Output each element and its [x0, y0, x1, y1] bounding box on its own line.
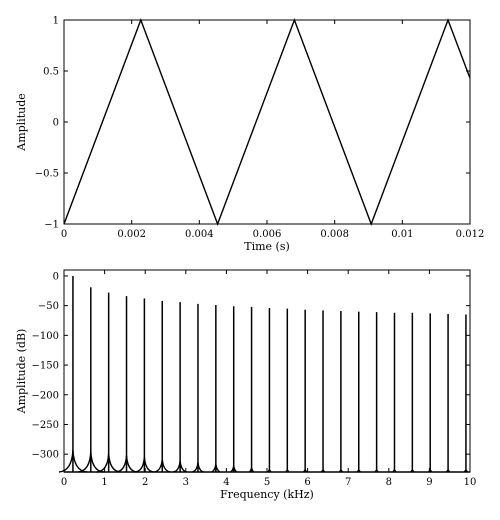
- x-tick-labels: 0 1 2 3 4 5 6 7 8 9 10: [61, 477, 477, 488]
- y-tick-label: 0: [53, 271, 59, 282]
- x-tick-label: 0.004: [185, 229, 214, 240]
- leakage-skirt: [249, 465, 255, 473]
- x-tick-label: 1: [101, 477, 107, 488]
- series-group: [63, 18, 471, 226]
- spectrum-plot: 0 1 2 3 4 5 6 7 8 9 10 0 −50 −100 −150 −200 −250 −300 Fr…: [15, 269, 477, 501]
- y-axis-label: Amplitude (dB): [15, 329, 28, 415]
- time-domain-plot: 0 0.002 0.004 0.006 0.008 0.01 0.012 −1 −0.5 0 0.…: [15, 16, 484, 254]
- plot-frame: [63, 269, 471, 473]
- tick-marks: [63, 270, 471, 472]
- y-tick-label: −100: [32, 331, 59, 342]
- y-tick-label: 1: [53, 16, 59, 27]
- x-axis-label: Frequency (kHz): [220, 488, 314, 501]
- x-tick-label: 2: [142, 477, 148, 488]
- leakage-skirt: [230, 466, 238, 473]
- y-tick-label: −0.5: [35, 169, 59, 180]
- x-tick-label: 4: [223, 477, 229, 488]
- y-tick-label: −50: [38, 301, 59, 312]
- leakage-skirt: [192, 462, 204, 473]
- x-tick-label: 8: [386, 477, 392, 488]
- leakage-skirt: [58, 449, 88, 473]
- leakage-skirt: [173, 460, 188, 473]
- x-tick-label: 6: [304, 477, 310, 488]
- y-tick-label: −1: [44, 220, 59, 231]
- x-tick-label: 9: [426, 477, 432, 488]
- y-tick-label: 0.5: [43, 67, 59, 78]
- x-tick-label: 0: [61, 229, 67, 240]
- y-tick-label: −300: [32, 450, 59, 461]
- x-tick-label: 3: [183, 477, 189, 488]
- x-tick-label: 10: [464, 477, 477, 488]
- x-tick-label: 0.012: [456, 229, 485, 240]
- leakage-skirt: [96, 453, 121, 473]
- leakage-skirt: [115, 455, 138, 473]
- y-tick-label: −250: [32, 420, 59, 431]
- series-group: [58, 275, 470, 473]
- y-tick-label: −200: [32, 390, 59, 401]
- y-tick-labels: −1 −0.5 0 0.5 1: [35, 16, 59, 231]
- x-tick-label: 0: [61, 477, 67, 488]
- leakage-skirt: [77, 451, 104, 473]
- x-tick-label: 0.006: [253, 229, 282, 240]
- y-tick-label: −150: [32, 361, 59, 372]
- x-tick-label: 0.008: [320, 229, 349, 240]
- x-tick-label: 0.002: [117, 229, 146, 240]
- leakage-skirt: [135, 457, 154, 473]
- leakage-skirt: [154, 458, 171, 473]
- triangle-wave-line: [63, 18, 471, 226]
- x-tick-label: 0.01: [391, 229, 413, 240]
- y-axis-label: Amplitude: [15, 93, 28, 152]
- y-tick-label: 0: [53, 118, 59, 129]
- x-tick-labels: 0 0.002 0.004 0.006 0.008 0.01 0.012: [61, 229, 485, 240]
- y-tick-labels: 0 −50 −100 −150 −200 −250 −300: [32, 271, 59, 460]
- x-axis-label: Time (s): [244, 240, 290, 253]
- x-tick-label: 7: [345, 477, 351, 488]
- x-tick-label: 5: [264, 477, 270, 488]
- leakage-skirt: [211, 464, 221, 473]
